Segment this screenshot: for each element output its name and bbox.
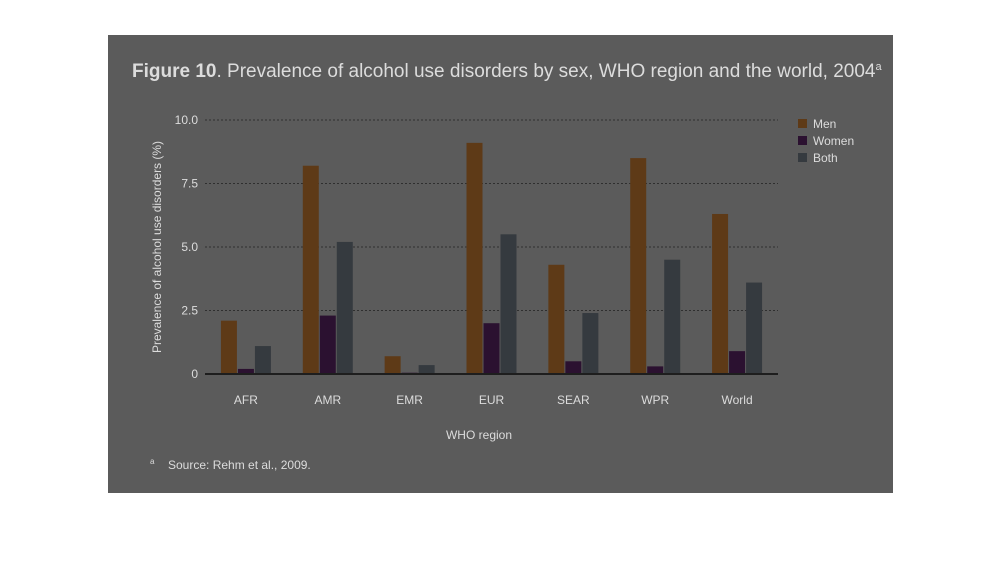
bar-women-afr xyxy=(237,368,254,374)
x-tick-label: World xyxy=(722,393,753,407)
x-axis-title: WHO region xyxy=(446,428,512,442)
bar-men-world xyxy=(712,213,729,374)
legend-swatch-women xyxy=(798,136,807,145)
x-tick-label: SEAR xyxy=(557,393,590,407)
legend-swatch-both xyxy=(798,153,807,162)
legend-label-women: Women xyxy=(813,134,854,148)
grid-layer xyxy=(205,119,778,311)
bar-women-amr xyxy=(319,315,336,374)
bar-women-wpr xyxy=(647,366,664,374)
x-tick-label: WPR xyxy=(641,393,669,407)
bar-men-wpr xyxy=(630,158,647,374)
bar-women-sear xyxy=(565,361,582,374)
x-tick-label: EUR xyxy=(479,393,505,407)
bar-men-sear xyxy=(548,264,565,374)
bar-both-wpr xyxy=(664,259,681,374)
legend-label-both: Both xyxy=(813,151,838,165)
bar-both-sear xyxy=(582,313,599,374)
y-tick-label: 2.5 xyxy=(181,304,198,318)
y-tick-label: 5.0 xyxy=(181,240,198,254)
axis-layer: 0 2.5 5.0 7.5 10.0 AFR AMR EMR EUR SEAR WPR World xyxy=(175,113,778,407)
figure-superscript: a xyxy=(876,61,883,73)
y-tick-label: 0 xyxy=(191,367,198,381)
x-tick-label: EMR xyxy=(396,393,423,407)
bar-men-afr xyxy=(220,320,237,374)
bars-layer xyxy=(220,142,763,374)
bar-both-amr xyxy=(336,241,353,374)
figure-title: Figure 10. Prevalence of alcohol use dis… xyxy=(132,61,883,82)
x-tick-label: AFR xyxy=(234,393,258,407)
bar-women-eur xyxy=(483,323,500,374)
bar-men-amr xyxy=(302,165,319,374)
figure-caption: . Prevalence of alcohol use disorders by… xyxy=(216,61,875,82)
legend-label-men: Men xyxy=(813,117,836,131)
bar-both-emr xyxy=(418,365,435,374)
legend-swatch-men xyxy=(798,119,807,128)
bar-women-world xyxy=(729,351,746,374)
y-tick-label: 10.0 xyxy=(175,113,199,127)
bar-men-emr xyxy=(384,356,401,374)
bar-both-eur xyxy=(500,234,517,374)
x-tick-label: AMR xyxy=(314,393,341,407)
y-axis-title: Prevalence of alcohol use disorders (%) xyxy=(150,141,164,353)
bar-both-afr xyxy=(254,346,271,374)
y-tick-label: 7.5 xyxy=(181,177,198,191)
legend: Men Women Both xyxy=(798,117,854,165)
footnote-source: Source: Rehm et al., 2009. xyxy=(168,458,311,472)
bar-both-world xyxy=(746,282,763,374)
bar-men-eur xyxy=(466,142,483,374)
footnote-marker: a xyxy=(150,457,155,466)
figure-label: Figure 10 xyxy=(132,61,216,82)
